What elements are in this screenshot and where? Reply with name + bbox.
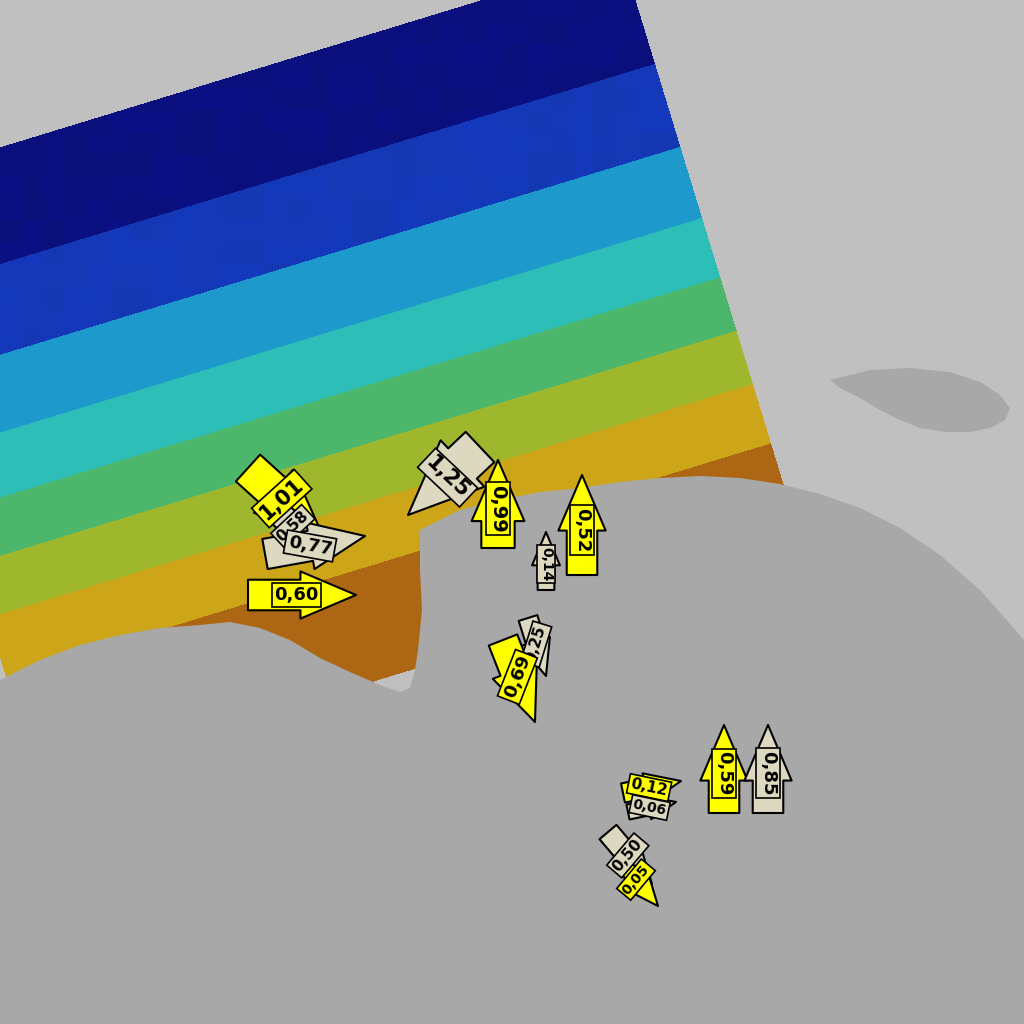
Text: 0,50: 0,50 (610, 837, 646, 874)
Text: 0,69: 0,69 (501, 653, 534, 700)
Text: 0,59: 0,59 (715, 752, 733, 796)
Text: 0,85: 0,85 (759, 752, 777, 796)
Text: 0,06: 0,06 (632, 797, 668, 818)
Text: 0,58: 0,58 (274, 508, 311, 545)
Text: 0,14: 0,14 (539, 547, 553, 581)
Text: 0,60: 0,60 (274, 586, 318, 604)
Text: 0,05: 0,05 (620, 862, 652, 897)
Text: 0,52: 0,52 (573, 508, 591, 552)
Text: 0,99: 0,99 (488, 484, 508, 532)
Text: 0,77: 0,77 (287, 534, 334, 559)
Text: 0,25: 0,25 (523, 624, 549, 665)
Text: 0,12: 0,12 (629, 776, 669, 799)
Text: 1,01: 1,01 (256, 474, 307, 523)
Text: 1,25: 1,25 (422, 453, 473, 503)
